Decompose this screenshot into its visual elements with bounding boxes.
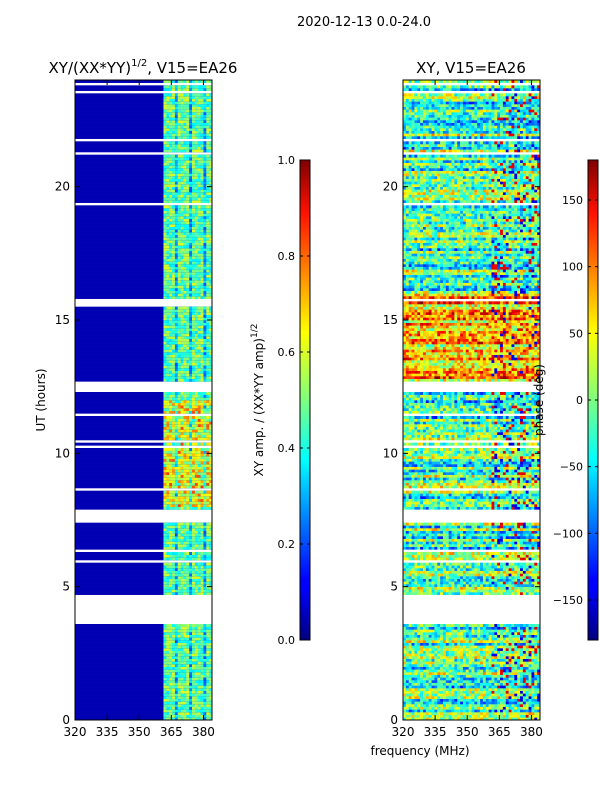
amplitude-ylabel: UT (hours) [34,368,48,431]
amplitude-colorbar: 0.0 0.2 0.4 0.6 0.8 1.0 XY amp. / (XX*YY amp)… [250,154,311,647]
amplitude-ytick-label: 0 [62,713,70,727]
phase-ytick-label: 0 [390,713,398,727]
phase-plot-frame [402,79,541,721]
amplitude-ytick-label: 10 [55,446,70,460]
phase-colorbar-tick-label: 150 [562,194,583,207]
amplitude-colorbar-tick-label: 0.6 [278,346,296,359]
amplitude-colorbar-tick-label: 0.2 [278,538,296,551]
amplitude-xtick-label: 320 [64,725,87,739]
phase-heatmap [403,80,540,720]
amplitude-panel: XY/(XX*YY)1/2, V15=EA26 320 335 350 365 380 0… [34,58,237,739]
amplitude-ytick-label: 20 [55,180,70,194]
phase-ytick-label: 15 [383,313,398,327]
phase-ytick-label: 5 [390,580,398,594]
phase-colorbar-tick-label: 0 [576,394,583,407]
phase-colorbar-tick-label: −50 [560,461,583,474]
amplitude-colorbar-tick-label: 0.0 [278,634,296,647]
phase-panel-title: XY, V15=EA26 [416,59,526,77]
figure-suptitle: 2020-12-13 0.0-24.0 [297,15,431,30]
amplitude-xtick-label: 365 [160,725,183,739]
amplitude-heatmap [75,80,212,720]
amplitude-panel-title: XY/(XX*YY)1/2, V15=EA26 [49,58,238,77]
amplitude-colorbar-tick-label: 1.0 [278,154,296,167]
phase-colorbar-tick-label: 50 [569,327,583,340]
phase-ytick-label: 20 [383,180,398,194]
phase-colorbar-tick-label: −100 [553,527,583,540]
shared-xlabel: frequency (MHz) [370,744,469,758]
amplitude-axes: 320 335 350 365 380 0 5 10 15 20 [55,80,215,739]
phase-colorbar: −150 −100 −50 0 50 100 150 phase (deg) [532,159,599,641]
amplitude-colorbar-label: XY amp. / (XX*YY amp)1/2 [250,324,266,477]
amplitude-xtick-label: 380 [192,725,215,739]
amplitude-colorbar-tick-label: 0.4 [278,442,296,455]
phase-colorbar-ticks: −150 −100 −50 0 50 100 150 [553,194,598,607]
amplitude-colorbar-ticks: 0.0 0.2 0.4 0.6 0.8 1.0 [278,154,310,647]
phase-ytick-label: 10 [383,446,398,460]
amplitude-ytick-label: 15 [55,313,70,327]
phase-colorbar-tick-label: 100 [562,261,583,274]
phase-panel: XY, V15=EA26 320 335 350 365 380 0 5 10 15 20 [383,59,543,739]
phase-xtick-label: 320 [392,725,415,739]
amplitude-xtick-label: 350 [128,725,151,739]
amplitude-xtick-label: 335 [96,725,119,739]
phase-xtick-label: 335 [424,725,447,739]
phase-axes: 320 335 350 365 380 0 5 10 15 20 [383,80,543,739]
amplitude-ytick-label: 5 [62,580,70,594]
phase-xtick-label: 380 [520,725,543,739]
phase-xtick-label: 350 [456,725,479,739]
amplitude-plot-frame [74,79,213,721]
amplitude-colorbar-gradient [299,159,311,641]
amplitude-colorbar-tick-label: 0.8 [278,250,296,263]
phase-colorbar-label: phase (deg) [532,364,546,436]
phase-xtick-label: 365 [488,725,511,739]
phase-colorbar-tick-label: −150 [553,594,583,607]
